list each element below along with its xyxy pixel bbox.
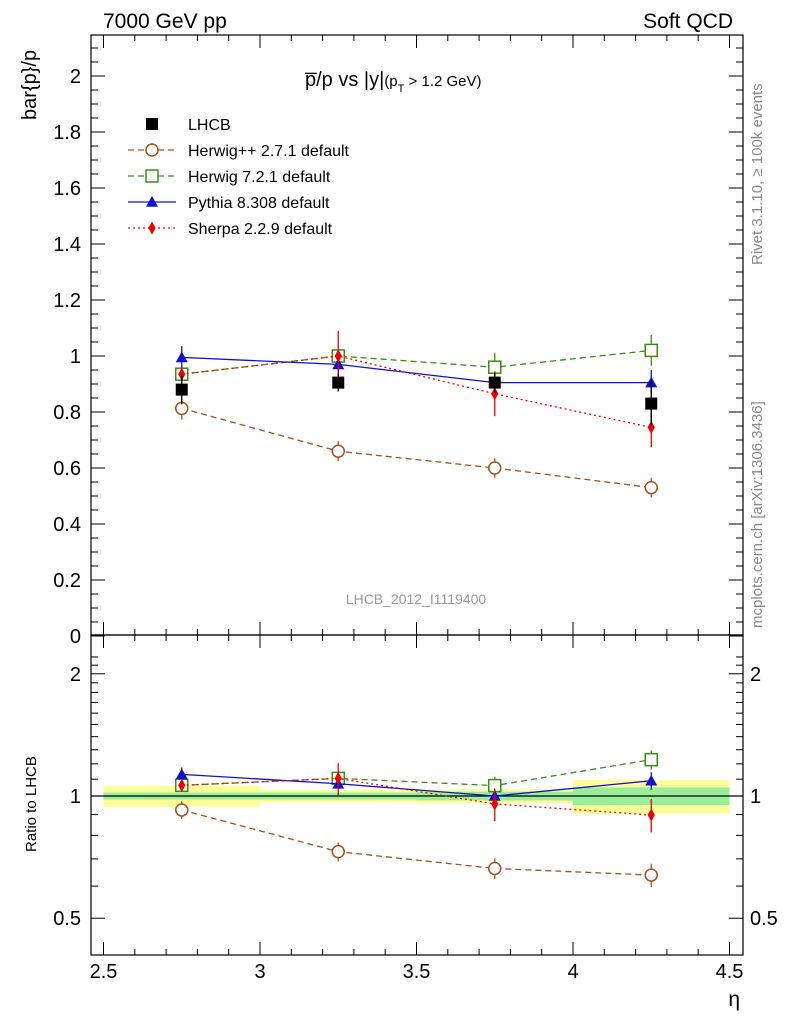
ratio-y-tick-label: 0.5 [53, 908, 81, 930]
legend-marker [145, 143, 159, 157]
mcplots-label: mcplots.cern.ch [arXiv:1306.3436] [749, 401, 766, 628]
series-ratio-point [334, 771, 342, 785]
y-tick-label: 0 [70, 626, 81, 648]
y-tick-label: 1.8 [53, 122, 81, 144]
data-point [175, 383, 188, 396]
legend-label: Herwig++ 2.7.1 default [188, 143, 350, 160]
series-point [644, 480, 658, 495]
y-tick-label: 0.2 [53, 570, 81, 592]
axis-ticks: 2.5 3 3.5 4 4.5 0 0.2 0.4 0.6 0.8 1 1.2 1.4 1.6 1.8 2 0.… [53, 35, 778, 983]
series-ratio-line [181, 809, 652, 876]
legend-marker [146, 196, 158, 207]
series-point [331, 444, 345, 458]
data-point [645, 397, 658, 410]
legend-marker [146, 118, 158, 130]
ratio-y-tick-label: 2 [70, 664, 81, 686]
series-ratio-point [645, 774, 658, 786]
series-line [181, 356, 652, 384]
series-line [181, 407, 652, 489]
series-ratio-line [181, 773, 652, 797]
legend-label: Pythia 8.308 default [188, 195, 330, 212]
y-tick-label: 1.6 [53, 178, 81, 200]
chart-title-sub-t: T [398, 83, 405, 95]
series-point [175, 351, 188, 363]
series-ratio-line [181, 759, 652, 787]
y-tick-label: 0.6 [53, 458, 81, 480]
legend-label: Sherpa 2.2.9 default [188, 221, 333, 238]
y-tick-label: 0.4 [53, 514, 81, 536]
header-right-label: Soft QCD [643, 10, 733, 33]
legend-marker [148, 221, 156, 235]
x-tick-label: 4 [567, 961, 578, 983]
series-point [644, 343, 658, 358]
chart-title-sub-open: (p [384, 73, 397, 90]
ratio-y-tick-label-right: 1 [750, 786, 761, 808]
chart-title-main: p̅/p vs |y| [305, 69, 384, 91]
ratio-y-tick-label: 1 [70, 786, 81, 808]
series-line [181, 355, 652, 429]
series-ratio-point [491, 797, 499, 811]
chart-title: p̅/p vs |y|(pT > 1.2 GeV) [305, 69, 482, 95]
ratio-panel-series [175, 750, 658, 888]
series-ratio-line [181, 777, 652, 816]
series-ratio-point [175, 768, 188, 780]
legend-marker [145, 169, 159, 183]
series-ratio-point [647, 808, 655, 822]
y-tick-label: 0.8 [53, 402, 81, 424]
series-ratio-point [644, 868, 658, 882]
legend-label: Herwig 7.2.1 default [188, 169, 331, 186]
ratio-y-tick-label-right: 0.5 [750, 908, 778, 930]
series-point [334, 349, 342, 363]
chart-title-sub-rest: > 1.2 GeV) [404, 73, 481, 90]
y-axis-label-ratio: Ratio to LHCB [23, 756, 40, 852]
legend-label: LHCB [188, 117, 231, 134]
series-line [181, 349, 652, 375]
legend: LHCB Herwig++ 2.7.1 default Herwig 7.2.1 d… [128, 117, 350, 238]
y-tick-label: 2 [70, 66, 81, 88]
series-ratio-point [644, 752, 658, 767]
x-tick-label: 2.5 [90, 961, 118, 983]
y-tick-label: 1.4 [53, 234, 81, 256]
series-ratio-point [175, 803, 189, 817]
series-point [491, 387, 499, 401]
data-point [332, 376, 345, 389]
analysis-id-label: LHCB_2012_I1119400 [346, 591, 487, 607]
x-tick-label: 3.5 [403, 961, 431, 983]
data-point [488, 376, 501, 389]
series-ratio-point [488, 861, 502, 876]
x-tick-label: 4.5 [716, 961, 744, 983]
rivet-version-label: Rivet 3.1.10, ≥ 100k events [749, 83, 766, 265]
y-axis-label-main: bar{p}/p [19, 50, 41, 120]
series-ratio-point [178, 778, 186, 792]
ratio-y-tick-label-right: 2 [750, 664, 761, 686]
main-panel-series [175, 330, 658, 498]
x-tick-label: 3 [254, 961, 265, 983]
series-point [488, 461, 502, 475]
y-tick-label: 1.2 [53, 290, 81, 312]
header-left-label: 7000 GeV pp [103, 10, 227, 33]
y-tick-label: 1 [70, 346, 81, 368]
x-axis-label: η [728, 988, 740, 1011]
series-ratio-point [331, 844, 345, 859]
series-point [647, 420, 655, 434]
series-point [178, 367, 186, 381]
